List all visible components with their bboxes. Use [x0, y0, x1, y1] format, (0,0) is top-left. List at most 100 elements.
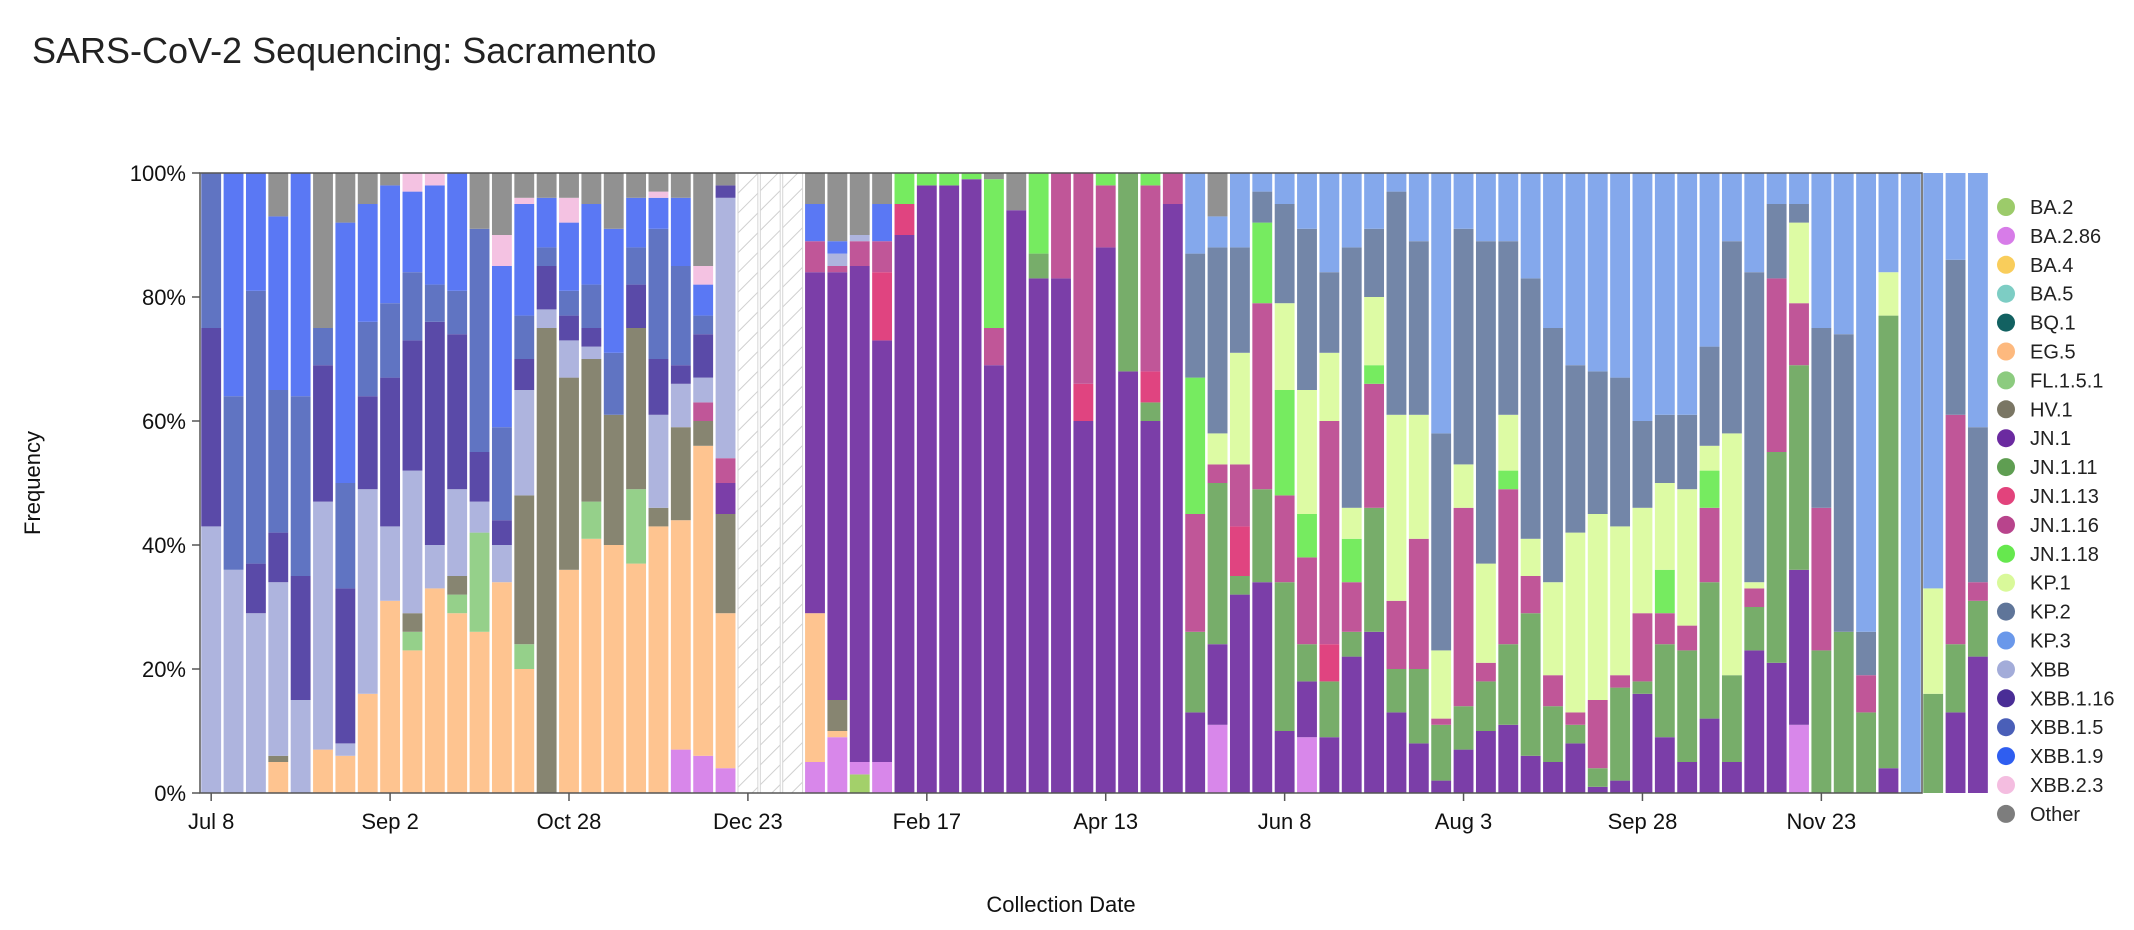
bar-segment-jn-1-week-78[interactable]: [1945, 712, 1966, 793]
legend-item-jn-1-18[interactable]: JN.1.18: [1997, 544, 2099, 566]
bar-segment-jn-1-11-week-79[interactable]: [1967, 600, 1988, 657]
bar-segment-ba-2-86-week-45[interactable]: [1207, 724, 1228, 793]
bar-segment-xbb-1-5-week-5[interactable]: [313, 328, 333, 366]
bar-segment-xbb-1-5-week-22[interactable]: [693, 315, 714, 335]
bar-segment-kp-3-week-71[interactable]: [1789, 173, 1809, 204]
bar-segment-kp-3-week-75[interactable]: [1878, 173, 1899, 273]
bar-segment-xbb-2-3-week-14[interactable]: [514, 197, 535, 204]
bar-segment-xbb-week-4[interactable]: [290, 700, 311, 793]
bar-segment-kp-3-week-77[interactable]: [1923, 173, 1944, 589]
legend-item-ba-4[interactable]: BA.4: [1997, 255, 2073, 277]
bar-segment-jn-1-week-64[interactable]: [1632, 693, 1653, 793]
bar-segment-jn-1-11-week-72[interactable]: [1811, 650, 1832, 793]
bar-segment-xbb-week-14[interactable]: [514, 390, 535, 496]
bar-segment-hv-1-week-23[interactable]: [715, 514, 736, 614]
bar-segment-xbb-week-16[interactable]: [559, 340, 579, 378]
bar-segment-xbb-week-0[interactable]: [201, 526, 222, 793]
bar-segment-kp-3-week-67[interactable]: [1699, 173, 1720, 347]
bar-segment-kp-2-week-53[interactable]: [1386, 191, 1407, 415]
bar-segment-jn-1-11-week-50[interactable]: [1319, 681, 1340, 738]
bar-segment-jn-1-week-38[interactable]: [1051, 278, 1071, 793]
bar-segment-jn-1-week-75[interactable]: [1878, 768, 1899, 793]
bar-segment-kp-2-week-73[interactable]: [1833, 334, 1854, 632]
bar-segment-jn-1-week-23[interactable]: [715, 483, 736, 514]
bar-segment-eg-5-week-6[interactable]: [335, 755, 356, 793]
bar-segment-jn-1-week-57[interactable]: [1475, 731, 1496, 793]
bar-segment-kp-1-week-77[interactable]: [1923, 588, 1944, 694]
bar-segment-kp-1-week-66[interactable]: [1677, 489, 1698, 626]
bar-segment-jn-1-16-week-48[interactable]: [1274, 495, 1295, 583]
bar-segment-eg-5-week-7[interactable]: [357, 693, 378, 793]
bar-segment-xbb-1-5-week-11[interactable]: [447, 290, 468, 335]
bar-segment-jn-1-16-week-55[interactable]: [1431, 718, 1452, 725]
bar-segment-xbb-1-5-week-18[interactable]: [603, 352, 624, 415]
bar-segment-xbb-week-20[interactable]: [648, 414, 669, 508]
bar-segment-jn-1-16-week-58[interactable]: [1498, 489, 1519, 645]
bar-segment-jn-1-week-67[interactable]: [1699, 718, 1720, 793]
bar-segment-kp-2-week-61[interactable]: [1565, 365, 1586, 533]
bar-segment-eg-5-week-28[interactable]: [827, 731, 848, 738]
bar-segment-jn-1-week-43[interactable]: [1162, 204, 1183, 793]
bar-segment-jn-1-11-week-47[interactable]: [1252, 489, 1273, 583]
bar-segment-kp-3-week-74[interactable]: [1856, 173, 1877, 632]
bar-segment-kp-3-week-53[interactable]: [1386, 173, 1407, 192]
bar-segment-xbb-week-3[interactable]: [268, 582, 289, 756]
bar-segment-kp-1-week-60[interactable]: [1543, 582, 1563, 676]
bar-segment-jn-1-16-week-43[interactable]: [1162, 173, 1183, 204]
bar-segment-xbb-1-9-week-2[interactable]: [245, 173, 266, 291]
bar-segment-jn-1-18-week-33[interactable]: [939, 173, 960, 186]
bar-segment-kp-3-week-70[interactable]: [1766, 173, 1787, 204]
bar-segment-jn-1-16-week-28[interactable]: [827, 266, 848, 273]
bar-segment-eg-5-week-11[interactable]: [447, 613, 468, 793]
bar-segment-jn-1-18-week-40[interactable]: [1095, 173, 1116, 186]
bar-segment-xbb-week-22[interactable]: [693, 377, 714, 403]
bar-segment-eg-5-week-9[interactable]: [402, 650, 423, 793]
bar-segment-fl-1-5-1-week-17[interactable]: [581, 501, 602, 539]
bar-segment-xbb-1-5-week-3[interactable]: [268, 390, 289, 533]
bar-segment-xbb-week-7[interactable]: [357, 489, 378, 694]
bar-segment-eg-5-week-8[interactable]: [380, 600, 401, 793]
bar-segment-kp-3-week-47[interactable]: [1252, 173, 1273, 192]
bar-segment-jn-1-16-week-44[interactable]: [1185, 514, 1206, 632]
bar-segment-kp-1-week-53[interactable]: [1386, 414, 1407, 601]
bar-segment-other-week-27[interactable]: [805, 173, 825, 204]
bar-segment-xbb-1-16-week-19[interactable]: [626, 284, 647, 328]
bar-segment-kp-1-week-56[interactable]: [1453, 464, 1474, 508]
bar-segment-xbb-1-9-week-27[interactable]: [805, 204, 825, 242]
bar-segment-other-week-13[interactable]: [491, 173, 512, 235]
bar-segment-jn-1-16-week-22[interactable]: [693, 402, 714, 421]
bar-segment-jn-1-11-week-53[interactable]: [1386, 669, 1407, 713]
bar-segment-xbb-1-5-week-8[interactable]: [380, 303, 401, 378]
legend-item-xbb-1-5[interactable]: XBB.1.5: [1997, 717, 2103, 739]
bar-segment-jn-1-16-week-35[interactable]: [983, 328, 1004, 366]
bar-segment-kp-3-week-78[interactable]: [1945, 173, 1966, 260]
bar-segment-hv-1-week-18[interactable]: [603, 414, 624, 545]
bar-segment-hv-1-week-17[interactable]: [581, 359, 602, 502]
bar-segment-jn-1-18-week-44[interactable]: [1185, 377, 1206, 514]
bar-segment-xbb-1-5-week-13[interactable]: [491, 427, 512, 521]
bar-segment-jn-1-11-week-68[interactable]: [1721, 675, 1742, 762]
bar-segment-xbb-1-9-week-17[interactable]: [581, 204, 602, 285]
bar-segment-jn-1-11-week-67[interactable]: [1699, 582, 1720, 719]
bar-segment-xbb-1-16-week-21[interactable]: [670, 365, 691, 384]
bar-segment-xbb-1-5-week-4[interactable]: [290, 396, 311, 576]
bar-segment-eg-5-week-13[interactable]: [491, 582, 512, 793]
bar-segment-jn-1-11-week-41[interactable]: [1118, 173, 1139, 372]
bar-segment-jn-1-11-week-54[interactable]: [1408, 669, 1429, 744]
bar-segment-xbb-week-9[interactable]: [402, 470, 423, 614]
bar-segment-jn-1-week-63[interactable]: [1610, 780, 1631, 793]
bar-segment-jn-1-11-week-70[interactable]: [1766, 452, 1787, 663]
legend-item-xbb-2-3[interactable]: XBB.2.3: [1997, 775, 2103, 797]
bar-segment-other-week-20[interactable]: [648, 173, 669, 192]
bar-segment-hv-1-week-11[interactable]: [447, 576, 468, 595]
bar-segment-jn-1-13-week-42[interactable]: [1140, 371, 1161, 403]
bar-segment-other-week-29[interactable]: [849, 173, 870, 235]
bar-segment-kp-1-week-52[interactable]: [1364, 297, 1385, 366]
bar-segment-hv-1-week-21[interactable]: [670, 427, 691, 521]
bar-segment-kp-2-week-56[interactable]: [1453, 228, 1474, 465]
bar-segment-xbb-week-1[interactable]: [223, 569, 244, 793]
bar-segment-jn-1-16-week-53[interactable]: [1386, 600, 1407, 669]
bar-segment-jn-1-11-week-60[interactable]: [1543, 706, 1563, 762]
bar-segment-kp-2-week-57[interactable]: [1475, 241, 1496, 564]
bar-segment-kp-3-week-72[interactable]: [1811, 173, 1832, 328]
